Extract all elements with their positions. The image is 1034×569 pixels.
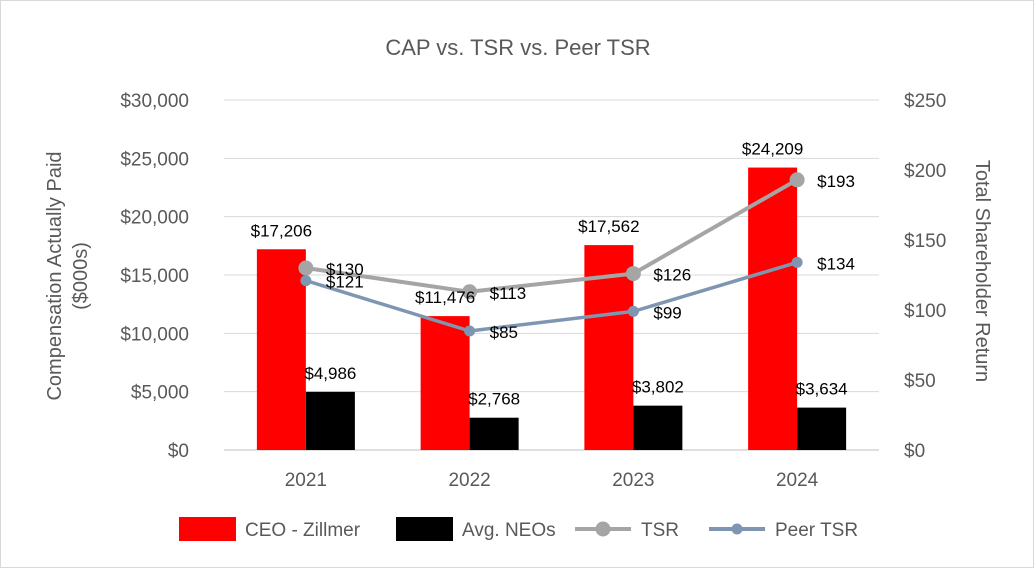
marker-peer-tsr: [464, 325, 476, 337]
marker-tsr: [462, 284, 478, 300]
y-right-tick-label: $150: [904, 231, 946, 252]
bar-data-label: $11,476: [415, 288, 475, 307]
y-axis-left-title-line-2: ($000s): [70, 242, 92, 310]
legend-marker-tsr: [595, 521, 611, 537]
bars: [256, 167, 847, 451]
y-left-tick-label: $25,000: [120, 149, 189, 170]
line-data-label: $130: [326, 260, 364, 279]
marker-tsr: [625, 266, 641, 282]
bar-ceo-zillmer: [748, 167, 798, 451]
line-tsr: [305, 178, 799, 294]
y-axis-left-title: Compensation Actually Paid ($000s): [44, 151, 92, 400]
y-axis-right-title: Total Shareholder Return: [971, 160, 993, 382]
legend-swatch-avg-neos: [396, 517, 453, 541]
marker-tsr: [298, 260, 314, 276]
line-series: [298, 172, 805, 337]
data-labels: $17,206 $11,476 $17,562 $24,209 $4,986 $2,768…: [251, 140, 855, 409]
bar-data-label: $3,634: [796, 380, 848, 399]
y-left-tick-label: $30,000: [120, 91, 189, 112]
line-data-label: $85: [490, 323, 518, 342]
y-left-tick-label: $20,000: [120, 208, 189, 229]
y-left-tick-label: $5,000: [131, 383, 189, 404]
legend-swatch-ceo-zillmer: [179, 517, 236, 541]
line-peer-tsr: [305, 260, 798, 333]
x-tick-label: 2023: [612, 470, 654, 491]
bar-data-label: $3,802: [632, 378, 684, 397]
bar-data-label: $24,209: [742, 140, 803, 159]
marker-peer-tsr: [791, 256, 803, 268]
y-right-tick-label: $0: [904, 441, 925, 462]
y-right-tick-label: $200: [904, 161, 946, 182]
line-data-label: $193: [817, 172, 855, 191]
y-right-tick-label: $250: [904, 91, 946, 112]
line-data-label: $126: [653, 266, 691, 285]
legend: CEO - Zillmer Avg. NEOs TSR Peer TSR: [179, 517, 858, 541]
bar-avg-neos: [633, 405, 683, 450]
y-axis-right-title-text: Total Shareholder Return: [971, 160, 993, 382]
line-data-label: $99: [653, 303, 681, 322]
legend-label-ceo-zillmer: CEO - Zillmer: [245, 520, 361, 541]
bar-avg-neos: [797, 407, 847, 450]
bar-data-label: $17,562: [578, 217, 639, 236]
y-left-tick-label: $10,000: [120, 324, 189, 345]
bar-avg-neos: [469, 417, 519, 450]
bar-avg-neos: [305, 391, 355, 450]
y-left-tick-label: $15,000: [120, 266, 189, 287]
line-data-label: $113: [490, 284, 527, 303]
legend-label-tsr: TSR: [641, 520, 679, 541]
line-data-label: $134: [817, 254, 855, 273]
bar-data-label: $2,768: [468, 390, 520, 409]
y-left-tick-label: $0: [168, 441, 189, 462]
y-axis-left-title-line-1: Compensation Actually Paid: [44, 151, 66, 400]
gridlines: [224, 99, 879, 451]
bar-data-label: $4,986: [304, 364, 356, 383]
line-data-label: $121: [326, 273, 364, 292]
marker-tsr: [789, 172, 805, 188]
x-tick-label: 2022: [448, 470, 490, 491]
x-tick-label: 2021: [285, 470, 327, 491]
legend-label-avg-neos: Avg. NEOs: [462, 520, 556, 541]
bar-ceo-zillmer: [420, 316, 470, 450]
legend-marker-peer-tsr: [731, 523, 743, 535]
marker-peer-tsr: [627, 305, 639, 317]
x-tick-label: 2024: [776, 470, 819, 491]
y-right-tick-label: $50: [904, 371, 936, 392]
legend-label-peer-tsr: Peer TSR: [775, 520, 858, 541]
chart-title: CAP vs. TSR vs. Peer TSR: [385, 35, 650, 60]
bar-ceo-zillmer: [256, 249, 306, 450]
bar-data-label: $17,206: [251, 221, 312, 240]
marker-peer-tsr: [300, 275, 312, 287]
y-right-tick-label: $100: [904, 301, 946, 322]
axis-ticks: $0 $5,000 $10,000 $15,000 $20,000 $25,000 $30,…: [120, 91, 946, 491]
